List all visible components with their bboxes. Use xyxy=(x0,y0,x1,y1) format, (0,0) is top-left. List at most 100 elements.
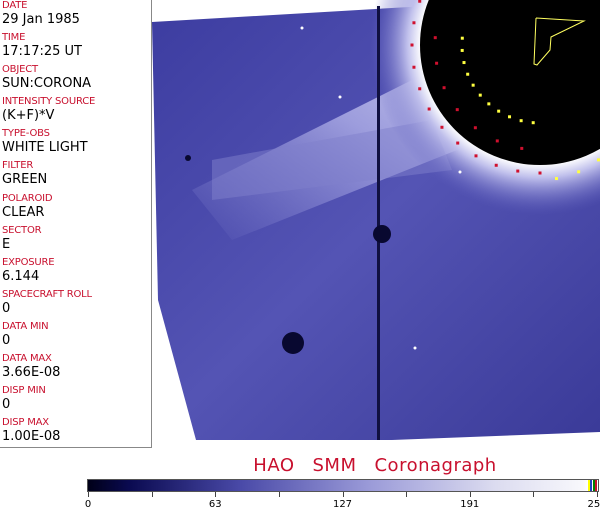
colorbar-marker xyxy=(588,480,590,491)
grid-point xyxy=(531,121,535,125)
field-value: (K+F)*V xyxy=(2,108,55,124)
grid-point xyxy=(462,61,466,65)
field-value: 3.66E-08 xyxy=(2,365,61,381)
dark-spot xyxy=(373,225,391,243)
grid-point xyxy=(596,158,600,162)
colorbar-tick xyxy=(151,492,153,497)
grid-point xyxy=(473,126,477,130)
bright-dot xyxy=(300,26,304,30)
field-label: TIME xyxy=(2,32,26,44)
colorbar-tick-label: 0 xyxy=(84,499,92,510)
grid-point xyxy=(516,169,520,173)
colorbar-tick xyxy=(342,492,344,497)
title-smm: SMM xyxy=(312,455,357,476)
grid-point xyxy=(466,72,470,76)
occulter-disk xyxy=(420,0,600,165)
occulter-pylon xyxy=(377,6,380,440)
grid-point xyxy=(478,93,482,97)
field-value: 0 xyxy=(2,332,11,348)
field-label: SPACECRAFT ROLL xyxy=(2,288,92,300)
colorbar-tick xyxy=(533,492,535,497)
coordinate-grid-overlay xyxy=(410,0,600,181)
field-time: TIME 17:17:25 UT xyxy=(0,32,151,64)
coronal-streamer-lower xyxy=(212,120,452,200)
colorbar-tick xyxy=(215,492,217,497)
field-intensity-source: INTENSITY SOURCE (K+F)*V xyxy=(0,96,151,128)
grid-point xyxy=(460,48,464,52)
grid-point xyxy=(440,125,444,129)
field-value: 17:17:25 UT xyxy=(2,44,82,60)
dark-spot xyxy=(282,332,304,354)
grid-point xyxy=(460,36,464,40)
colorbar-tick-label: 63 xyxy=(208,499,222,510)
header-info-panel: DATE 29 Jan 1985 TIME 17:17:25 UT OBJECT SUN:… xyxy=(0,0,152,448)
grid-point xyxy=(577,170,581,174)
grid-point xyxy=(497,109,501,113)
coronagraph-image-svg xyxy=(152,0,600,448)
grid-point xyxy=(456,141,460,145)
field-value: GREEN xyxy=(2,172,48,188)
field-value: WHITE LIGHT xyxy=(2,140,88,156)
grid-point xyxy=(412,21,416,25)
plot-title: HAO SMM Coronagraph xyxy=(0,455,600,476)
field-value: 1.00E-08 xyxy=(2,429,61,445)
field-label: EXPOSURE xyxy=(2,256,55,268)
field-label: OBJECT xyxy=(2,64,38,76)
field-disp-max: DISP MAX 1.00E-08 xyxy=(0,417,151,449)
field-label: DATA MAX xyxy=(2,353,52,365)
grid-point xyxy=(494,163,498,167)
field-disp-min: DISP MIN 0 xyxy=(0,385,151,417)
grid-point xyxy=(418,0,422,3)
field-value: 0 xyxy=(2,300,11,316)
colorbar-marker xyxy=(593,480,595,491)
field-value: SUN:CORONA xyxy=(2,76,92,92)
bright-dot xyxy=(338,95,342,99)
field-polaroid: POLAROID CLEAR xyxy=(0,193,151,225)
grid-point xyxy=(435,61,439,65)
grid-point xyxy=(471,83,475,87)
colorbar-tick xyxy=(278,492,280,497)
grid-point xyxy=(508,115,512,119)
colorbar-tick xyxy=(469,492,471,497)
field-label: DISP MIN xyxy=(2,385,46,397)
grid-point xyxy=(410,43,414,47)
coronagraph-image xyxy=(152,0,600,448)
field-label: DATA MIN xyxy=(2,320,49,332)
field-value: 0 xyxy=(2,397,11,413)
field-exposure: EXPOSURE 6.144 xyxy=(0,257,151,289)
title-coronagraph: Coronagraph xyxy=(374,455,497,476)
grid-point xyxy=(455,108,459,112)
field-date: DATE 29 Jan 1985 xyxy=(0,0,151,32)
field-data-max: DATA MAX 3.66E-08 xyxy=(0,353,151,385)
colorbar-tick xyxy=(406,492,408,497)
grid-point xyxy=(474,154,478,158)
colorbar-tick xyxy=(88,492,89,497)
grid-point xyxy=(433,36,437,40)
colorbar-tick-label: 127 xyxy=(332,499,353,510)
field-object: OBJECT SUN:CORONA xyxy=(0,64,151,96)
colorbar-tick-label: 255 xyxy=(587,499,600,510)
grid-point xyxy=(538,171,542,175)
title-hao: HAO xyxy=(253,455,295,476)
dark-spot xyxy=(185,155,191,161)
grid-point xyxy=(520,146,524,150)
field-label: SECTOR xyxy=(2,224,42,236)
field-type-obs: TYPE-OBS WHITE LIGHT xyxy=(0,128,151,160)
colorbar-marker xyxy=(590,480,592,491)
field-value: 29 Jan 1985 xyxy=(2,12,80,27)
field-spacecraft-roll: SPACECRAFT ROLL 0 xyxy=(0,289,151,321)
field-sector: SECTOR E xyxy=(0,225,151,257)
grid-point xyxy=(495,139,499,143)
bright-dot xyxy=(413,346,417,350)
field-filter: FILTER GREEN xyxy=(0,160,151,192)
grid-point xyxy=(427,107,431,111)
grid-point xyxy=(412,65,416,69)
field-label: TYPE-OBS xyxy=(2,128,50,140)
field-label: POLAROID xyxy=(2,192,53,204)
field-label: INTENSITY SOURCE xyxy=(2,96,96,108)
grid-point xyxy=(554,177,558,181)
colorbar-tick xyxy=(597,492,598,497)
grid-point xyxy=(442,86,446,90)
field-value: CLEAR xyxy=(2,204,45,220)
grid-point xyxy=(519,119,523,123)
